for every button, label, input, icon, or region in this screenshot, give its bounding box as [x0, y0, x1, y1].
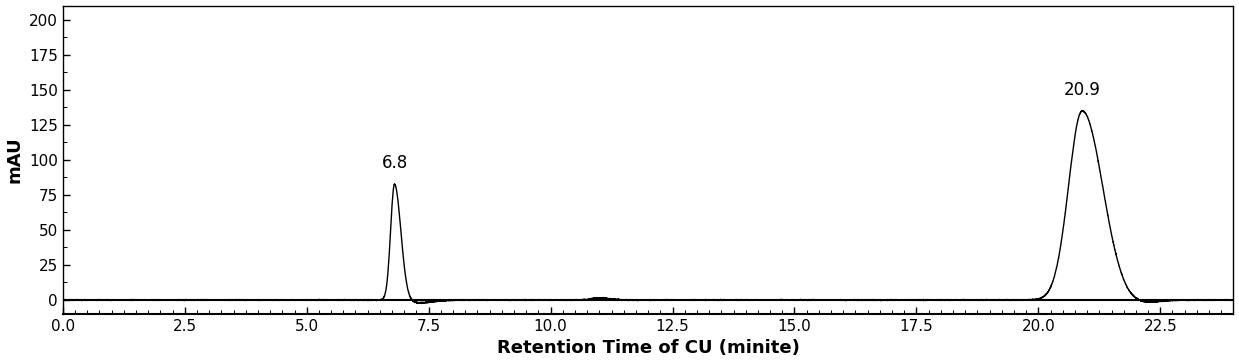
Text: 20.9: 20.9 [1064, 82, 1100, 99]
Y-axis label: mAU: mAU [5, 136, 24, 183]
Text: 6.8: 6.8 [382, 154, 408, 172]
X-axis label: Retention Time of CU (minite): Retention Time of CU (minite) [497, 339, 799, 358]
